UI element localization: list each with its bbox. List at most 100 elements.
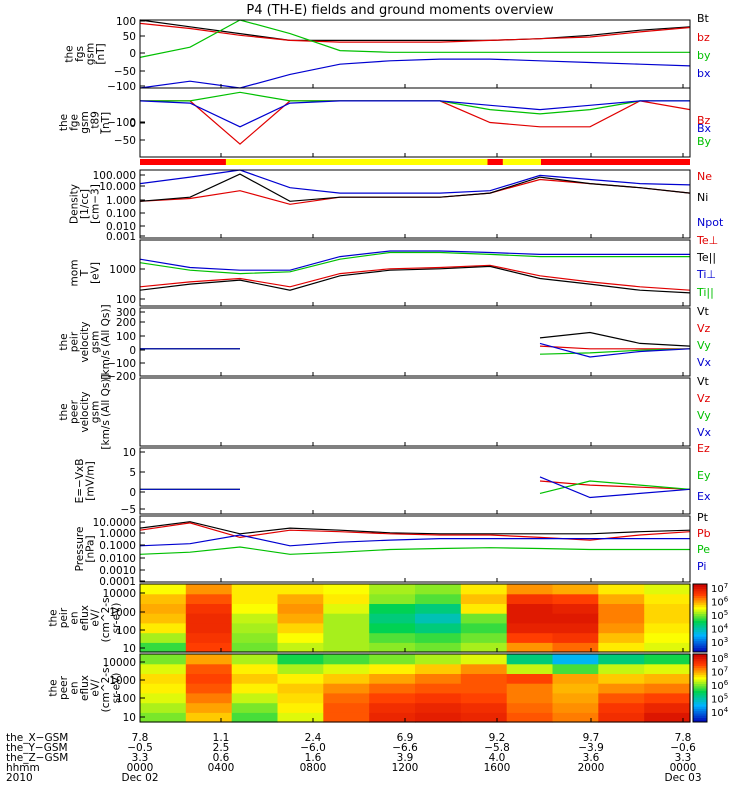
heatmap-cell — [231, 642, 279, 653]
y-tick-label: −200 — [107, 371, 136, 383]
date-end: Dec 03 — [664, 772, 701, 784]
heatmap-cell — [415, 712, 462, 723]
series-line-bz — [139, 22, 691, 43]
y-axis-label: [mV/m] — [84, 461, 96, 500]
y-tick-label: 100 — [116, 331, 136, 343]
heatmap-cell — [415, 683, 462, 694]
y-tick-label: −50 — [114, 66, 136, 78]
colorbar-segment — [693, 586, 707, 590]
series-line-bx — [139, 58, 691, 89]
x-row-value: −0.6 — [670, 742, 696, 754]
x-row-value: 6.9 — [397, 732, 414, 744]
y-tick-label: 1000 — [109, 607, 136, 619]
series-line-Vy — [140, 348, 691, 355]
y-tick-label: 10.0000 — [93, 517, 136, 529]
colorbar-segment — [693, 665, 707, 669]
colorbar-tick-label: 105 — [711, 693, 728, 706]
heatmap-cell — [506, 712, 554, 723]
y-tick-label: −100 — [107, 358, 136, 370]
heatmap-cell — [185, 642, 233, 653]
panel-frame — [139, 377, 691, 447]
heatmap-cell — [369, 702, 416, 713]
series-line-Ti|| — [139, 251, 690, 275]
colorbar-tick-label: 105 — [711, 609, 728, 622]
heatmap-cell — [598, 663, 645, 674]
y-axis-label: fgs — [74, 46, 86, 62]
y-axis-label: eV/ — [90, 609, 102, 627]
heatmap-cell — [598, 632, 645, 643]
heatmap-cell — [140, 593, 187, 604]
heatmap-cell — [506, 702, 554, 713]
colorbar-segment — [693, 602, 707, 605]
y-tick-label: 1000 — [109, 675, 136, 687]
heatmap-cell — [415, 673, 462, 684]
heatmap-cell — [460, 712, 508, 723]
y-tick-label: −100 — [107, 117, 136, 129]
heatmap-cell — [277, 673, 324, 684]
heatmap-cell — [598, 642, 645, 653]
y-tick-label: 10000 — [103, 588, 136, 600]
colorbar-segment — [693, 690, 707, 694]
x-row-value: 1.6 — [305, 752, 322, 764]
heatmap-cell — [506, 683, 554, 694]
heatmap-cell — [323, 692, 370, 704]
y-axis-label: [km/s (All Qs)] — [100, 374, 112, 449]
heatmap-cell — [231, 622, 279, 634]
x-row-value: 1600 — [484, 762, 511, 774]
colorbar-segment — [693, 620, 707, 624]
colorbar-segment — [693, 701, 707, 705]
x-row-value: 0800 — [300, 762, 327, 774]
y-tick-label: 50 — [123, 31, 136, 43]
legend-entry: Ni — [697, 191, 708, 204]
legend-entry: Ti⊥ — [696, 268, 716, 281]
heatmap-cell — [231, 632, 279, 643]
legend-entry: Bx — [697, 122, 712, 135]
series-line-Ey — [140, 480, 691, 494]
heatmap-cell — [185, 673, 233, 684]
heatmap-cell — [552, 683, 599, 694]
heatmap-cell — [460, 584, 508, 595]
colorbar-segment — [693, 663, 707, 666]
series-line-Ti⊥ — [139, 250, 690, 271]
y-tick-label: 0.0100 — [99, 553, 136, 565]
heatmap-cell — [140, 642, 187, 653]
heatmap-cell — [277, 712, 324, 723]
y-tick-label: 10 — [123, 712, 136, 724]
heatmap-cell — [598, 683, 645, 694]
y-axis-label: en — [69, 611, 81, 624]
x-row-value: 0000 — [670, 762, 697, 774]
x-row-value: −3.9 — [578, 742, 604, 754]
colorbar-tick-label: 104 — [711, 706, 729, 719]
colorbar-segment — [693, 599, 707, 603]
heatmap-cell — [598, 593, 645, 604]
y-tick-label: 0.100 — [106, 208, 136, 220]
legend-entry: Pi — [697, 560, 706, 573]
colorbar-segment — [693, 667, 707, 671]
panel-frame — [139, 239, 691, 307]
colorbar-tick-label: 108 — [711, 652, 728, 665]
legend-entry: Pb — [697, 527, 711, 540]
heatmap-cell — [552, 642, 599, 653]
heatmap-cell — [415, 613, 462, 624]
y-axis-label: (cm^2-s- — [100, 593, 112, 642]
heatmap-cell — [140, 613, 187, 624]
heatmap-cell — [415, 692, 462, 704]
y-axis-label: sr-eV) — [111, 603, 123, 634]
x-row-value: 3.6 — [583, 752, 600, 764]
mode-bar — [140, 159, 690, 165]
x-row-value: −6.0 — [300, 742, 326, 754]
legend-entry: Bt — [697, 12, 710, 25]
series-line-Npot — [139, 169, 691, 194]
heatmap-cell — [460, 654, 508, 665]
heatmap-cell — [185, 702, 233, 713]
colorbar-segment — [693, 584, 707, 587]
colorbar-segment — [693, 658, 707, 662]
y-axis-label: gsm — [79, 111, 91, 133]
colorbar-segment — [693, 683, 707, 687]
heatmap-cell — [415, 603, 462, 614]
colorbar-segment — [693, 647, 707, 651]
heatmap-cell — [369, 593, 416, 604]
heatmap-cell — [460, 702, 508, 713]
